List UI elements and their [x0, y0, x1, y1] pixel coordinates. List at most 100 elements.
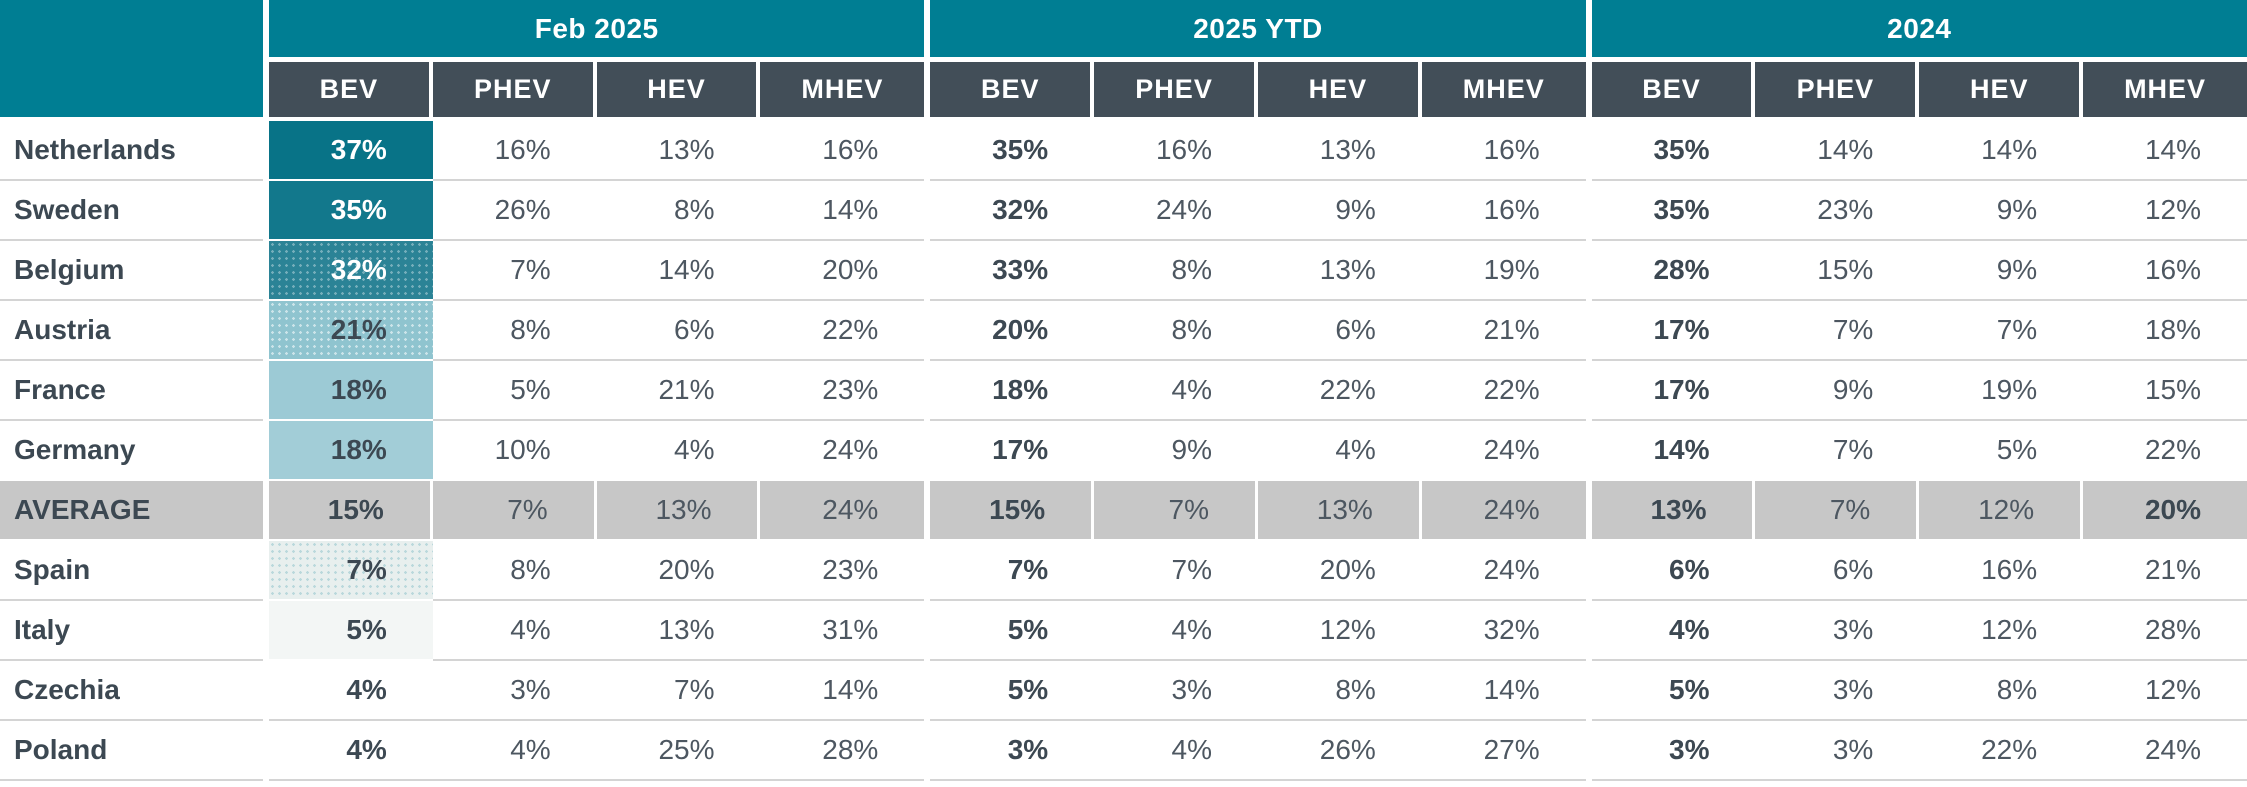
country-label: Sweden [0, 181, 263, 241]
value-cell: 4% [1094, 721, 1258, 781]
column-header-phev: PHEV [432, 62, 597, 117]
value-cell: 22% [760, 301, 925, 361]
value-cell: 21% [596, 361, 761, 421]
value-cell: 5% [269, 601, 433, 661]
value-cell: 35% [930, 121, 1095, 181]
value-cell: 35% [269, 181, 433, 241]
group-header-feb-2025: Feb 2025 [269, 0, 925, 57]
value-cell: 3% [930, 721, 1095, 781]
value-cell: 32% [930, 181, 1095, 241]
value-cell: 12% [2083, 181, 2247, 241]
value-cell: 27% [1421, 721, 1586, 781]
value-cell: 4% [1257, 421, 1422, 481]
value-cell: 32% [1421, 601, 1586, 661]
value-cell: 17% [1591, 301, 1756, 361]
value-cell: 12% [1919, 601, 2084, 661]
country-label: Spain [0, 541, 263, 601]
value-cell: 9% [1755, 361, 1920, 421]
value-cell: 7% [1755, 481, 1920, 541]
value-cell: 6% [1591, 541, 1756, 601]
value-cell: 4% [1094, 601, 1258, 661]
value-cell: 14% [2083, 121, 2247, 181]
value-cell: 4% [269, 661, 433, 721]
value-cell: 17% [930, 421, 1095, 481]
value-cell: 4% [596, 421, 761, 481]
value-cell: 19% [1919, 361, 2084, 421]
value-cell: 13% [596, 481, 761, 541]
value-cell: 12% [1257, 601, 1422, 661]
value-cell: 16% [432, 121, 597, 181]
value-cell: 14% [1755, 121, 1920, 181]
country-label: Italy [0, 601, 263, 661]
value-cell: 4% [432, 721, 597, 781]
value-cell: 8% [596, 181, 761, 241]
value-cell: 3% [432, 661, 597, 721]
value-cell: 17% [1591, 361, 1756, 421]
value-cell: 13% [1591, 481, 1756, 541]
value-cell: 15% [930, 481, 1095, 541]
value-cell: 9% [1094, 421, 1258, 481]
value-cell: 16% [1919, 541, 2084, 601]
value-cell: 9% [1919, 181, 2084, 241]
value-cell: 14% [1591, 421, 1756, 481]
country-label: Austria [0, 301, 263, 361]
column-header-bev: BEV [269, 62, 433, 117]
value-cell: 5% [930, 601, 1095, 661]
value-cell: 3% [1755, 661, 1920, 721]
value-cell: 8% [432, 301, 597, 361]
value-cell: 9% [1257, 181, 1422, 241]
value-cell: 5% [1919, 421, 2084, 481]
value-cell: 22% [1421, 361, 1586, 421]
value-cell: 28% [760, 721, 925, 781]
column-header-hev: HEV [1257, 62, 1422, 117]
group-header-2025-ytd: 2025 YTD [930, 0, 1586, 57]
value-cell: 14% [596, 241, 761, 301]
value-cell: 18% [269, 421, 433, 481]
value-cell: 13% [1257, 481, 1422, 541]
value-cell: 24% [1094, 181, 1258, 241]
value-cell: 37% [269, 121, 433, 181]
value-cell: 24% [1421, 541, 1586, 601]
value-cell: 7% [1755, 421, 1920, 481]
value-cell: 16% [1421, 121, 1586, 181]
value-cell: 4% [432, 601, 597, 661]
value-cell: 19% [1421, 241, 1586, 301]
country-label: Germany [0, 421, 263, 481]
value-cell: 26% [432, 181, 597, 241]
value-cell: 3% [1094, 661, 1258, 721]
value-cell: 7% [1919, 301, 2084, 361]
value-cell: 9% [1919, 241, 2084, 301]
value-cell: 13% [1257, 121, 1422, 181]
value-cell: 33% [930, 241, 1095, 301]
value-cell: 14% [1421, 661, 1586, 721]
value-cell: 24% [760, 421, 925, 481]
value-cell: 32% [269, 241, 433, 301]
value-cell: 8% [1094, 241, 1258, 301]
value-cell: 12% [2083, 661, 2247, 721]
value-cell: 4% [1591, 601, 1756, 661]
value-cell: 5% [432, 361, 597, 421]
value-cell: 26% [1257, 721, 1422, 781]
value-cell: 13% [1257, 241, 1422, 301]
value-cell: 35% [1591, 181, 1756, 241]
value-cell: 28% [1591, 241, 1756, 301]
value-cell: 23% [1755, 181, 1920, 241]
value-cell: 6% [1257, 301, 1422, 361]
value-cell: 6% [1755, 541, 1920, 601]
value-cell: 21% [1421, 301, 1586, 361]
value-cell: 18% [930, 361, 1095, 421]
corner-cell [0, 0, 263, 117]
value-cell: 7% [596, 661, 761, 721]
value-cell: 16% [1094, 121, 1258, 181]
value-cell: 16% [1421, 181, 1586, 241]
value-cell: 20% [2083, 481, 2247, 541]
value-cell: 7% [432, 481, 597, 541]
country-label: Czechia [0, 661, 263, 721]
value-cell: 15% [1755, 241, 1920, 301]
value-cell: 14% [1919, 121, 2084, 181]
value-cell: 8% [1257, 661, 1422, 721]
value-cell: 15% [269, 481, 433, 541]
value-cell: 13% [596, 121, 761, 181]
value-cell: 18% [269, 361, 433, 421]
